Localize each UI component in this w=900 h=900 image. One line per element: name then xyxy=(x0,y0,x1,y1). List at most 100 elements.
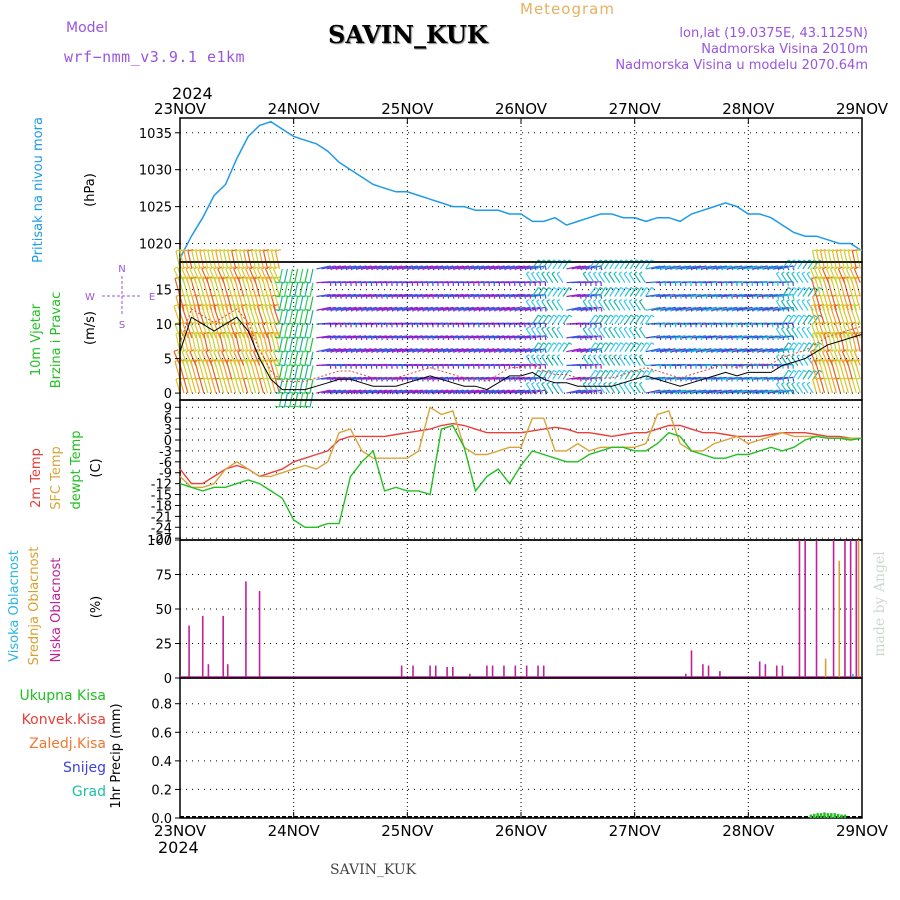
wind-barb-shaft xyxy=(213,268,221,283)
wind-barb-shaft xyxy=(829,305,837,325)
wind-barb-shaft xyxy=(855,333,861,352)
wind-barb-shaft xyxy=(821,351,830,366)
wind-barb-shaft xyxy=(810,278,818,297)
wind-barb-flag xyxy=(788,287,792,290)
wind-barb-shaft xyxy=(758,335,773,339)
wind-barb-shaft xyxy=(691,376,707,380)
wind-barb-flag xyxy=(563,369,567,373)
wind-barb-shaft xyxy=(778,363,794,367)
wind-barb-shaft xyxy=(525,356,533,366)
wind-barb-shaft xyxy=(428,265,444,270)
wind-barb-shaft xyxy=(773,265,789,270)
wind-barb-flag xyxy=(556,271,561,275)
wind-barb-shaft xyxy=(732,335,748,339)
wind-barb-shaft xyxy=(623,356,631,366)
wind-barb-shaft xyxy=(802,369,810,380)
wind-barb-shaft xyxy=(187,378,193,394)
wind-barb-shaft xyxy=(833,268,841,283)
wind-barb-shaft xyxy=(195,333,201,352)
wind-barb-shaft xyxy=(830,323,837,339)
wind-barb-shaft xyxy=(352,335,367,339)
wind-barb-shaft xyxy=(552,369,560,380)
wind-barb-shaft xyxy=(614,369,622,380)
wind-barb-shaft xyxy=(796,356,804,366)
wind-barb-shaft xyxy=(341,293,357,298)
wind-barb-shaft xyxy=(433,306,449,311)
wind-barb-shaft xyxy=(454,265,469,270)
wind-barb-flag xyxy=(300,322,306,325)
wind-barb-flag xyxy=(243,249,250,252)
wind-barb-shaft xyxy=(571,335,586,339)
wind-barb-shaft xyxy=(748,335,763,339)
wind-barb-shaft xyxy=(197,268,205,283)
wind-barb-shaft xyxy=(753,335,768,339)
wind-barb-shaft xyxy=(661,376,676,380)
wind-barb-flag xyxy=(603,326,607,330)
wind-barb-flag xyxy=(818,342,823,345)
wind-barb-shaft xyxy=(336,348,351,353)
wind-barb-flag xyxy=(786,326,790,330)
wind-barb-shaft xyxy=(592,383,600,394)
wind-barb-shaft xyxy=(557,287,565,297)
wind-barb-flag xyxy=(808,342,812,345)
wind-barb-shaft xyxy=(666,348,681,353)
wind-barb-shaft xyxy=(717,265,732,270)
wind-barb-shaft xyxy=(203,378,209,394)
wind-barb-shaft xyxy=(768,376,783,380)
wind-barb-flag xyxy=(796,326,800,330)
wind-barb-shaft xyxy=(423,306,438,311)
wind-barb-shaft xyxy=(274,378,281,394)
wind-barb-flag xyxy=(810,266,815,270)
pressure-ytick-label: 1035 xyxy=(139,127,172,142)
wind-barb-shaft xyxy=(193,351,201,366)
wind-barb-shaft xyxy=(806,300,814,311)
wind-barb-shaft xyxy=(629,314,637,325)
wind-barb-shaft xyxy=(505,389,520,394)
wind-barb-flag xyxy=(613,271,617,275)
wind-barb-shaft xyxy=(423,293,438,298)
wind-barb-shaft xyxy=(474,293,490,298)
wind-barb-flag xyxy=(531,271,535,275)
wind-barb-shaft xyxy=(722,376,737,380)
wind-barb-shaft xyxy=(645,265,661,270)
wind-barb-shaft xyxy=(189,268,197,283)
wind-barb-flag xyxy=(551,354,555,357)
wind-barb-shaft xyxy=(811,378,818,394)
wind-barb-shaft xyxy=(245,305,253,325)
wind-barb-shaft xyxy=(855,296,861,311)
wind-barb-shaft xyxy=(732,306,748,311)
wind-barb-shaft xyxy=(571,306,586,311)
wind-barb-shaft xyxy=(403,376,418,380)
wind-barb-flag xyxy=(531,299,535,302)
wind-barb-shaft xyxy=(321,265,336,270)
wind-barb-shaft xyxy=(254,333,261,352)
wind-barb-shaft xyxy=(272,268,281,283)
wind-barb-shaft xyxy=(773,335,788,339)
x-label-top: 28NOV xyxy=(722,100,775,118)
wind-barb-shaft xyxy=(588,287,596,297)
wind-barb-shaft xyxy=(833,305,841,325)
wind-barb-shaft xyxy=(536,273,544,284)
wind-barb-shaft xyxy=(278,351,283,366)
wind-barb-shaft xyxy=(464,293,479,298)
wind-barb-shaft xyxy=(551,356,559,366)
wind-barb-shaft xyxy=(531,306,546,311)
wind-barb-shaft xyxy=(418,348,433,353)
wind-barb-shaft xyxy=(191,333,197,352)
wind-barb-shaft xyxy=(592,356,600,366)
wind-barb-shaft xyxy=(382,348,398,353)
wind-barb-shaft xyxy=(233,351,241,366)
wind-barb-shaft xyxy=(593,369,601,380)
wind-barb-shaft xyxy=(797,369,805,380)
wind-barb-flag xyxy=(623,326,628,330)
wind-barb-flag xyxy=(630,314,635,318)
wind-barb-shaft xyxy=(304,310,309,325)
wind-barb-shaft xyxy=(294,351,299,366)
wind-barb-flag xyxy=(551,271,555,275)
wind-barb-flag xyxy=(563,342,567,345)
wind-barb-flag xyxy=(635,287,640,290)
wind-barb-shaft xyxy=(822,323,830,339)
wind-barb-shaft xyxy=(283,296,289,311)
pressure-unit-label: (hPa) xyxy=(83,173,98,207)
wind-barb-shaft xyxy=(264,305,273,325)
